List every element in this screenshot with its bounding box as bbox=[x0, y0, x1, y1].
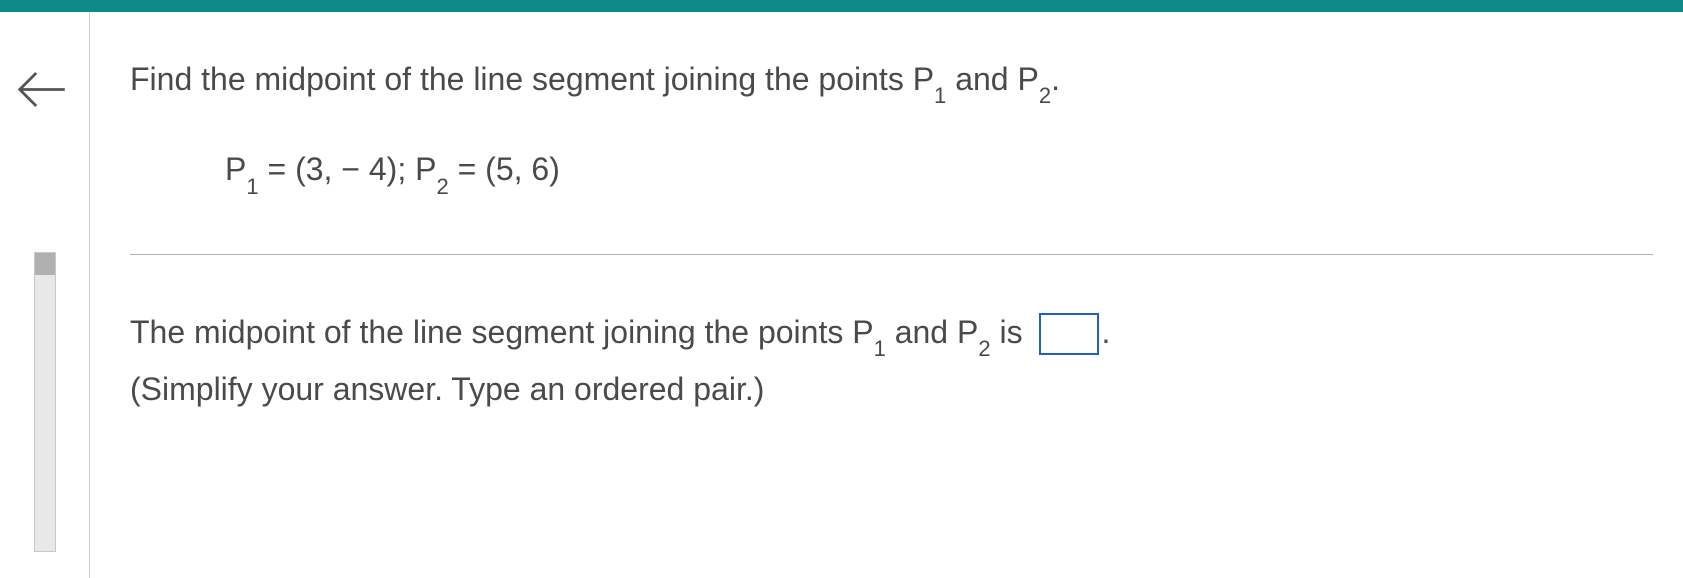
answer-sub-1: 1 bbox=[874, 336, 886, 361]
subscript-1: 1 bbox=[934, 83, 946, 108]
arrow-left-icon bbox=[12, 62, 67, 117]
p2-subscript: 2 bbox=[436, 174, 448, 199]
answer-text-pre: The midpoint of the line segment joining… bbox=[130, 314, 874, 350]
answer-hint: (Simplify your answer. Type an ordered p… bbox=[130, 371, 1653, 408]
answer-text-mid: and P bbox=[886, 314, 979, 350]
answer-period: . bbox=[1101, 314, 1110, 350]
answer-sub-2: 2 bbox=[978, 336, 990, 361]
section-divider bbox=[130, 254, 1653, 255]
answer-prompt: The midpoint of the line segment joining… bbox=[130, 310, 1653, 359]
main-container: Find the midpoint of the line segment jo… bbox=[0, 12, 1683, 578]
scrollbar-track[interactable] bbox=[34, 252, 56, 552]
p1-subscript: 1 bbox=[246, 174, 258, 199]
p2-value: = (5, 6) bbox=[449, 151, 560, 187]
content-area: Find the midpoint of the line segment jo… bbox=[90, 12, 1683, 578]
scrollbar-thumb[interactable] bbox=[35, 253, 55, 275]
p2-label: P bbox=[415, 151, 436, 187]
prompt-text-pre: Find the midpoint of the line segment jo… bbox=[130, 61, 934, 97]
back-arrow-button[interactable] bbox=[12, 62, 67, 122]
equation-display: P1 = (3, − 4); P2 = (5, 6) bbox=[225, 151, 1653, 193]
prompt-text-end: . bbox=[1051, 61, 1060, 97]
p1-value: = (3, − 4); bbox=[259, 151, 416, 187]
subscript-2: 2 bbox=[1039, 83, 1051, 108]
answer-text-post: is bbox=[991, 314, 1032, 350]
left-column bbox=[0, 12, 90, 578]
prompt-text-mid: and P bbox=[946, 61, 1039, 97]
p1-label: P bbox=[225, 151, 246, 187]
question-prompt: Find the midpoint of the line segment jo… bbox=[130, 57, 1653, 106]
answer-input-field[interactable] bbox=[1039, 313, 1099, 355]
top-banner bbox=[0, 0, 1683, 12]
